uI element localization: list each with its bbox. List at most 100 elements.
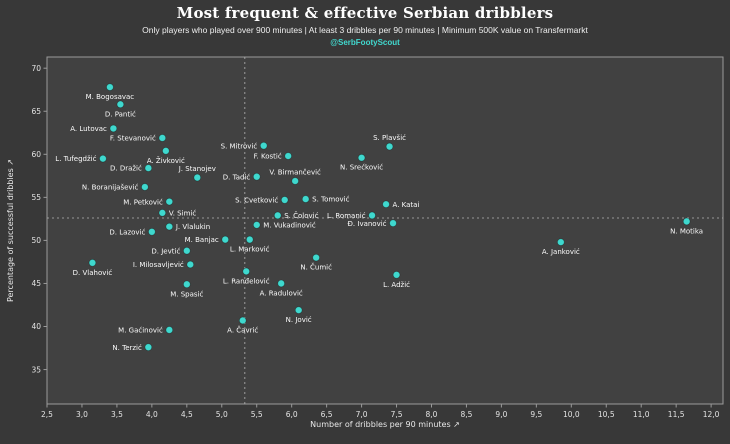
data-point-dot: [99, 154, 107, 163]
data-point-dot: [291, 177, 299, 185]
y-tick-label: 60: [31, 150, 41, 159]
data-point-label: J. Vlalukin: [175, 223, 210, 231]
data-point-label: N. Čumić: [300, 263, 332, 272]
data-point-dot: [557, 238, 565, 246]
y-tick-label: 40: [31, 322, 41, 331]
plot-area: [46, 56, 724, 405]
data-point-label: L. Tufegdžić: [55, 155, 96, 163]
data-point-dot: [141, 183, 149, 191]
data-point-dot: [277, 279, 285, 288]
x-tick-label: 12,0: [703, 410, 720, 419]
data-point-dot: [165, 197, 174, 206]
x-tick-label: 4,0: [146, 410, 158, 419]
data-point-label: A. Katai: [393, 201, 420, 209]
x-tick-label: 7,5: [391, 410, 403, 419]
data-point-dot: [148, 228, 156, 236]
x-tick-label: 6,5: [321, 410, 333, 419]
data-point-dot: [144, 343, 153, 351]
data-point-dot: [259, 141, 268, 150]
data-point-dot: [106, 83, 114, 91]
data-point-dot: [385, 142, 394, 151]
data-point-dot: [88, 259, 97, 267]
data-point-label: D. Lazović: [109, 228, 145, 236]
data-point-label: N. Terzić: [112, 344, 142, 352]
data-point-label: S. Cvetković: [235, 197, 278, 205]
x-tick-label: 4,5: [181, 410, 193, 419]
data-point-dot: [273, 211, 282, 220]
data-point-label: N. Srećković: [340, 164, 383, 172]
x-tick-label: 10,5: [598, 410, 615, 419]
y-tick-label: 45: [31, 279, 41, 288]
data-point-label: N. Motika: [670, 227, 703, 235]
x-tick-label: 5,0: [216, 410, 228, 419]
x-tick-label: 10,0: [563, 410, 580, 419]
data-point-dot: [221, 235, 230, 244]
data-point-label: I. Milosavljević: [133, 261, 184, 269]
data-point-label: V. Birmančević: [269, 168, 321, 176]
x-tick-label: 6,0: [286, 410, 298, 419]
twitter-handle: @SerbFootyScout: [330, 38, 400, 47]
data-point-label: M. Spasić: [170, 290, 203, 298]
data-point-dot: [294, 306, 303, 314]
data-point-label: S. Tomović: [312, 196, 349, 204]
y-axis-title: Percentage of successful dribbles ↗: [6, 159, 15, 302]
data-point-dot: [144, 164, 153, 172]
data-point-dot: [238, 316, 247, 325]
x-tick-label: 7,0: [356, 410, 368, 419]
data-point-dot: [252, 221, 261, 229]
data-point-label: L. Ranđelović: [223, 277, 270, 285]
data-point-label: A. Radulović: [260, 289, 303, 297]
y-tick-label: 70: [31, 64, 41, 73]
data-point-dot: [245, 235, 254, 244]
data-point-label: M. Banjac: [185, 236, 219, 244]
data-point-dot: [242, 267, 250, 276]
data-point-dot: [165, 326, 174, 334]
data-point-label: L. Adžić: [383, 281, 410, 289]
y-tick-label: 35: [31, 365, 41, 374]
data-point-label: N. Jović: [286, 316, 312, 324]
data-point-label: A. Čavrić: [227, 325, 258, 334]
data-point-label: M. Gaćinović: [118, 327, 163, 335]
x-tick-label: 2,5: [41, 410, 53, 419]
data-point-dot: [162, 147, 170, 155]
x-tick-label: 11,5: [668, 410, 685, 419]
data-point-label: D. Pantić: [105, 110, 136, 118]
data-point-label: N. Boranijašević: [82, 184, 139, 192]
x-tick-label: 9,5: [530, 410, 542, 419]
data-point-dot: [284, 152, 292, 160]
data-point-label: M. Petković: [123, 198, 163, 206]
data-point-dot: [312, 253, 320, 262]
data-point-dot: [301, 195, 310, 203]
data-point-label: A. Janković: [542, 248, 580, 256]
data-point-label: V. Simić: [169, 209, 196, 217]
data-point-dot: [165, 222, 174, 231]
data-point-dot: [357, 153, 366, 162]
y-tick-label: 50: [31, 236, 41, 245]
data-point-label: M. Vukadinović: [263, 222, 316, 230]
data-point-label: M. Bogosavac: [86, 93, 135, 101]
data-point-label: A. Lutovac: [70, 125, 107, 133]
data-point-label: Đ. Ivanović: [348, 220, 387, 228]
data-point-label: S. Plavšić: [373, 134, 406, 142]
data-point-label: D. Jevtić: [151, 247, 180, 255]
data-point-dot: [109, 124, 118, 133]
data-point-label: D. Dražić: [110, 165, 142, 173]
chart-title: Most frequent & effective Serbian dribbl…: [176, 4, 554, 22]
data-point-dot: [186, 260, 195, 269]
data-point-dot: [183, 280, 191, 289]
data-point-dot: [682, 217, 691, 226]
x-tick-label: 11,0: [633, 410, 650, 419]
data-point-label: L. Romanić: [327, 212, 366, 220]
data-point-dot: [158, 134, 167, 142]
data-point-dot: [280, 196, 289, 204]
x-tick-label: 8,5: [460, 410, 472, 419]
chart-header: Most frequent & effective Serbian dribbl…: [0, 4, 730, 47]
data-point-dot: [183, 246, 191, 255]
data-point-dot: [389, 219, 397, 227]
data-point-label: S. Čolović: [284, 211, 318, 220]
data-point-label: A. Živković: [147, 156, 185, 165]
data-point-label: L. Marković: [230, 246, 270, 254]
data-point-dot: [368, 211, 376, 220]
